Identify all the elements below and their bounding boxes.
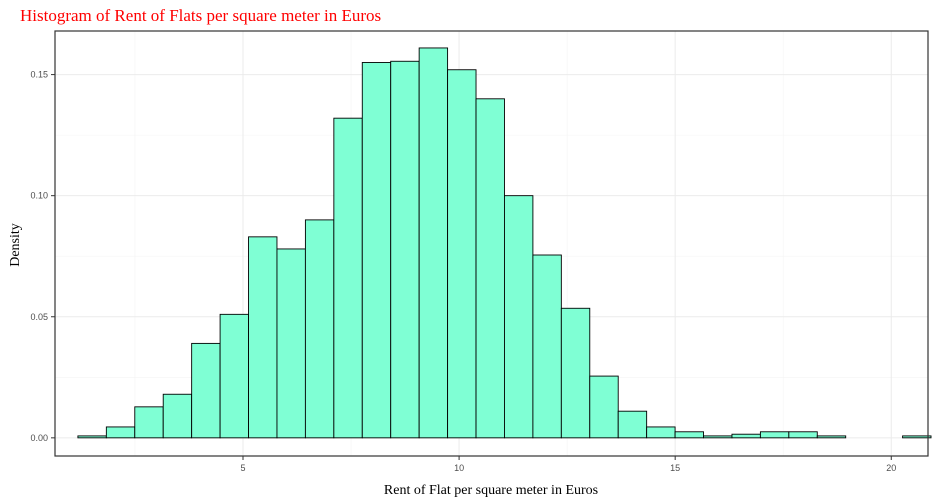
histogram-bar bbox=[447, 69, 477, 439]
chart-title: Histogram of Rent of Flats per square me… bbox=[20, 6, 381, 25]
histogram-bar bbox=[219, 313, 249, 439]
histogram-bar bbox=[902, 435, 932, 439]
histogram-bar bbox=[731, 433, 761, 439]
histogram-bars bbox=[77, 47, 932, 439]
histogram-bar bbox=[248, 236, 278, 439]
histogram-bar bbox=[418, 47, 449, 439]
histogram-bar bbox=[361, 62, 392, 439]
histogram-bar bbox=[703, 435, 733, 439]
y-tick-label: 0.00 bbox=[30, 433, 48, 443]
y-tick-label: 0.10 bbox=[30, 191, 48, 201]
histogram-bar bbox=[560, 307, 591, 439]
y-tick-label: 0.15 bbox=[30, 70, 48, 80]
histogram-bar bbox=[475, 98, 505, 439]
histogram-bar bbox=[276, 248, 306, 439]
x-tick-label: 20 bbox=[886, 463, 896, 473]
x-axis: 5 10 15 20 bbox=[240, 456, 896, 473]
histogram-bar bbox=[134, 406, 164, 439]
x-axis-title: Rent of Flat per square meter in Euros bbox=[384, 483, 598, 498]
histogram-bar bbox=[304, 219, 335, 439]
x-tick-label: 15 bbox=[670, 463, 680, 473]
histogram-bar bbox=[390, 60, 420, 439]
x-tick-label: 10 bbox=[454, 463, 464, 473]
histogram-bar bbox=[105, 426, 136, 439]
y-axis-title: Density bbox=[8, 223, 23, 267]
histogram-bar bbox=[759, 431, 790, 439]
y-tick-label: 0.05 bbox=[30, 312, 48, 322]
histogram-bar bbox=[162, 393, 193, 439]
histogram-bar bbox=[617, 410, 648, 439]
x-tick-label: 5 bbox=[240, 463, 245, 473]
histogram-bar bbox=[788, 431, 818, 439]
histogram-bar bbox=[191, 342, 221, 439]
histogram-bar bbox=[589, 375, 619, 439]
y-axis: 0.00 0.05 0.10 0.15 bbox=[30, 70, 55, 443]
plot-panel-border bbox=[54, 30, 929, 457]
histogram-bar bbox=[77, 435, 107, 439]
histogram-bar bbox=[333, 117, 363, 439]
histogram-bar bbox=[816, 435, 847, 439]
histogram-bar bbox=[674, 431, 704, 439]
histogram-bar bbox=[532, 254, 562, 439]
histogram-bar bbox=[504, 195, 534, 439]
histogram-bar bbox=[646, 426, 676, 439]
